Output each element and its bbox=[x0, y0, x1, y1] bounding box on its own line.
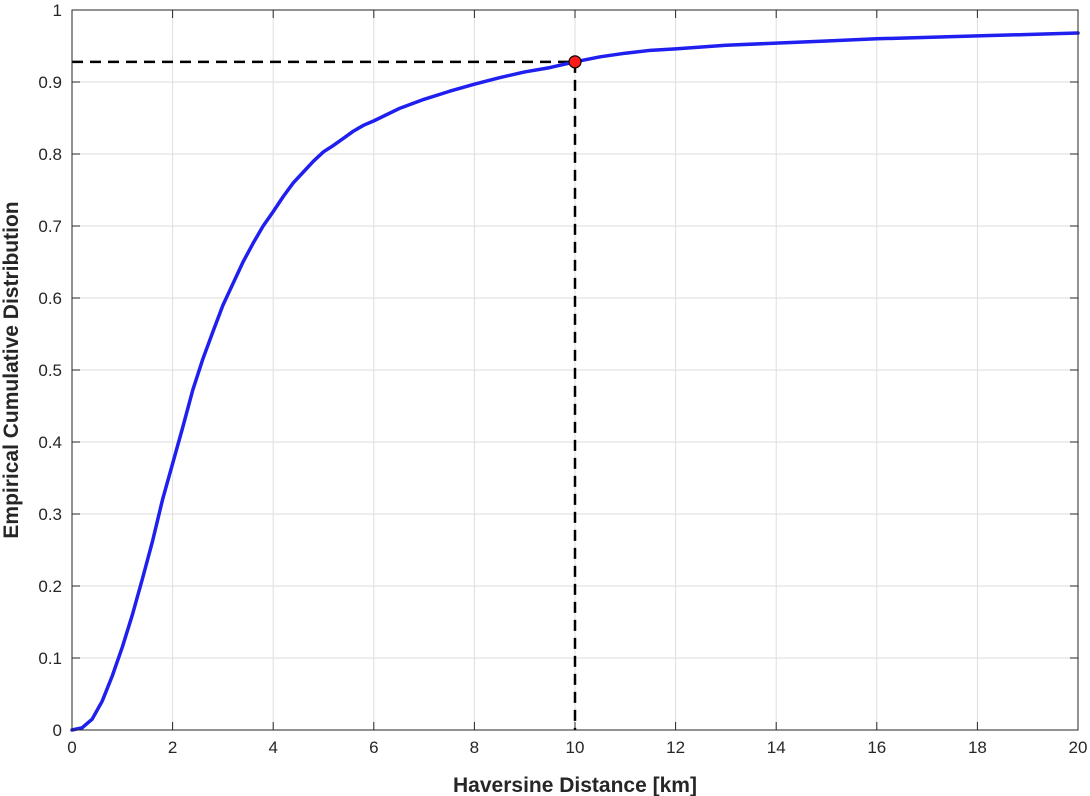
x-tick-label: 8 bbox=[470, 738, 479, 757]
y-tick-label: 0.5 bbox=[38, 361, 62, 380]
points-layer bbox=[568, 55, 582, 69]
y-tick-label: 0.8 bbox=[38, 145, 62, 164]
x-tick-label: 14 bbox=[767, 738, 786, 757]
y-tick-label: 0.4 bbox=[38, 433, 62, 452]
x-tick-label: 4 bbox=[268, 738, 277, 757]
x-axis-label: Haversine Distance [km] bbox=[453, 774, 697, 796]
x-tick-label: 16 bbox=[867, 738, 886, 757]
y-tick-label: 0.3 bbox=[38, 505, 62, 524]
y-tick-labels: 0 0.1 0.2 0.3 0.4 0.5 0.6 0.7 0.8 0.9 1 bbox=[38, 1, 62, 740]
x-tick-label: 10 bbox=[566, 738, 585, 757]
x-tick-label: 0 bbox=[67, 738, 76, 757]
x-tick-labels: 0 2 4 6 8 10 12 14 16 18 20 bbox=[67, 738, 1087, 757]
y-tick-label: 0 bbox=[53, 721, 62, 740]
x-tick-label: 6 bbox=[369, 738, 378, 757]
reference-lines bbox=[72, 60, 577, 730]
x-tick-label: 2 bbox=[168, 738, 177, 757]
y-tick-label: 0.1 bbox=[38, 649, 62, 668]
highlight-point bbox=[568, 55, 582, 69]
y-tick-label: 0.9 bbox=[38, 73, 62, 92]
y-tick-label: 0.2 bbox=[38, 577, 62, 596]
y-tick-label: 1 bbox=[53, 1, 62, 20]
y-axis-label: Empirical Cumulative Distribution bbox=[0, 201, 23, 538]
plot-frame bbox=[71, 9, 1079, 731]
series-layer bbox=[70, 31, 1080, 732]
y-tick-label: 0.7 bbox=[38, 217, 62, 236]
ecdf-series-line bbox=[70, 31, 1080, 732]
x-tick-label: 12 bbox=[666, 738, 685, 757]
x-tick-label: 18 bbox=[968, 738, 987, 757]
y-tick-label: 0.6 bbox=[38, 289, 62, 308]
x-tick-label: 20 bbox=[1069, 738, 1088, 757]
